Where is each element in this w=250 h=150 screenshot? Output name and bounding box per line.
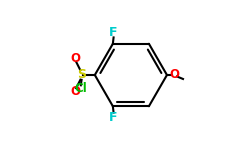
Text: F: F <box>109 111 118 124</box>
Text: F: F <box>109 26 118 39</box>
Text: O: O <box>70 85 80 98</box>
Text: O: O <box>70 52 80 64</box>
Text: O: O <box>170 69 179 81</box>
Text: S: S <box>77 69 86 81</box>
Text: Cl: Cl <box>74 82 87 96</box>
